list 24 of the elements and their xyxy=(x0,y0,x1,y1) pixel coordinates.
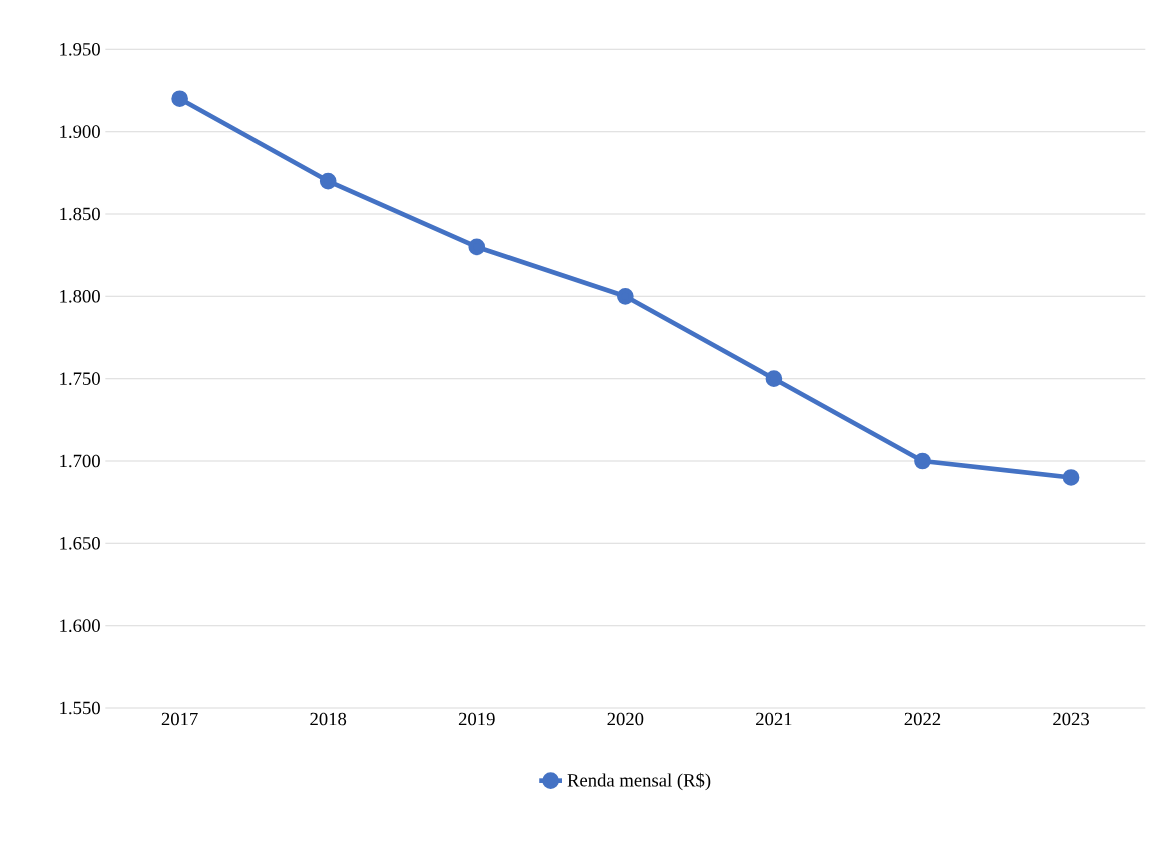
x-tick-label: 2023 xyxy=(1053,712,1089,726)
x-tick-label: 2021 xyxy=(756,712,792,726)
y-tick-label: 1.750 xyxy=(60,372,100,386)
point xyxy=(765,370,783,388)
legend-label: Renda mensal (R$) xyxy=(567,772,711,791)
x-tick-label: 2020 xyxy=(607,712,644,726)
y-tick-label: 1.800 xyxy=(60,289,100,303)
point xyxy=(617,287,634,305)
point xyxy=(171,90,188,108)
point xyxy=(468,238,486,256)
x-tick-label: 2022 xyxy=(904,712,941,726)
point xyxy=(1062,469,1080,486)
x-tick-label: 2017 xyxy=(161,712,198,726)
y-tick-label: 1.600 xyxy=(60,619,100,633)
point xyxy=(319,172,337,190)
y-tick-label: 1.550 xyxy=(60,701,100,715)
point xyxy=(914,452,931,470)
x-tick-label: 2018 xyxy=(310,712,347,726)
y-tick-label: 1.650 xyxy=(60,536,100,550)
y-tick-label: 1.900 xyxy=(60,125,100,139)
y-tick-label: 1.850 xyxy=(60,207,100,221)
y-tick-label: 1.700 xyxy=(60,454,100,468)
y-tick-label: 1.950 xyxy=(60,42,100,56)
x-tick-label: 2019 xyxy=(458,712,495,726)
